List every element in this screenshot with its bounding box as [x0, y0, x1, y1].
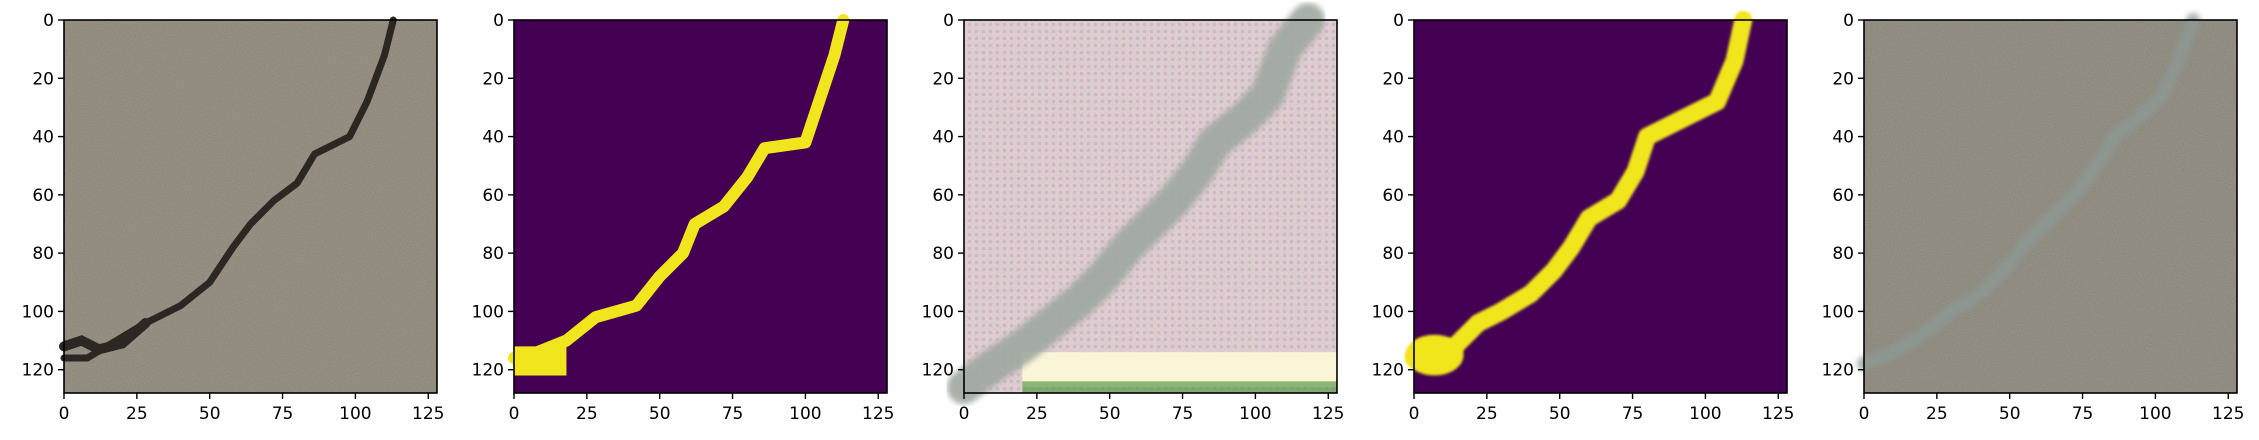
image-5 [1857, 13, 2237, 393]
y-tick-label: 120 [1372, 361, 1404, 381]
x-tick-label: 0 [1409, 404, 1420, 424]
x-tick-label: 50 [649, 404, 671, 424]
y-tick-label: 60 [482, 186, 504, 206]
x-tick-label: 0 [959, 404, 970, 424]
x-tick-label: 75 [1622, 404, 1644, 424]
crack-path [1405, 11, 1753, 367]
y-tick-label: 60 [1832, 186, 1854, 206]
crack-path [947, 3, 1325, 405]
bottom-band-edge [1022, 381, 1337, 393]
x-tick-label: 100 [1239, 404, 1271, 424]
axes-frame [63, 19, 438, 394]
x-tick-label: 50 [1549, 404, 1571, 424]
y-tick-label: 0 [1393, 11, 1404, 31]
panel-1: 0 25 50 75 100 125 0 20 40 60 80 100 120 [22, 11, 445, 424]
y-tick-label: 100 [1372, 302, 1404, 322]
crack-branch [59, 318, 151, 355]
y-tick-label: 120 [472, 361, 504, 381]
y-tick-label: 80 [1832, 244, 1854, 264]
y-tick-label: 20 [1382, 69, 1404, 89]
y-tick-label: 20 [932, 69, 954, 89]
y-tick-label: 80 [32, 244, 54, 264]
x-tick-label: 50 [1099, 404, 1121, 424]
y-tick-label: 40 [1382, 128, 1404, 148]
y-tick-label: 0 [1843, 11, 1854, 31]
x-tick-label: 25 [126, 404, 148, 424]
y-tick-label: 20 [32, 69, 54, 89]
y-tick-label: 40 [482, 128, 504, 148]
x-tick-label: 75 [1172, 404, 1194, 424]
crack-path [508, 14, 850, 364]
crack-path [1857, 13, 2201, 371]
y-tick-label: 60 [32, 186, 54, 206]
x-tick-label: 75 [2072, 404, 2094, 424]
y-tick-label: 20 [482, 69, 504, 89]
x-tick-label: 100 [2139, 404, 2171, 424]
image-2 [508, 14, 887, 393]
y-tick-label: 100 [472, 302, 504, 322]
x-tick-label: 0 [1859, 404, 1870, 424]
y-tick-label: 80 [482, 244, 504, 264]
y-tick-label: 40 [932, 128, 954, 148]
crack-end-blob [514, 346, 567, 376]
y-tick-label: 120 [22, 361, 54, 381]
x-tick-label: 125 [862, 404, 894, 424]
x-tick-label: 100 [1689, 404, 1721, 424]
y-tick-label: 80 [932, 244, 954, 264]
y-tick-label: 60 [932, 186, 954, 206]
axes-frame [1863, 19, 2238, 394]
y-tick-label: 0 [43, 11, 54, 31]
y-tick-label: 20 [1832, 69, 1854, 89]
x-tick-label: 50 [199, 404, 221, 424]
image-4 [1405, 11, 1787, 393]
axes-frame [513, 19, 888, 394]
panel-5: 0 25 50 75 100 125 0 20 40 60 80 100 120 [1822, 11, 2245, 424]
y-tick-label: 80 [1382, 244, 1404, 264]
y-tick-label: 100 [922, 302, 954, 322]
x-tick-label: 0 [509, 404, 520, 424]
x-tick-label: 25 [1926, 404, 1948, 424]
x-tick-label: 100 [789, 404, 821, 424]
x-tick-label: 50 [1999, 404, 2021, 424]
x-tick-label: 125 [1312, 404, 1344, 424]
x-tick-label: 25 [1026, 404, 1048, 424]
image-1 [59, 16, 437, 393]
x-tick-label: 25 [1476, 404, 1498, 424]
x-tick-label: 125 [412, 404, 444, 424]
image-3 [947, 3, 1337, 405]
panel-3: 0 25 50 75 100 125 0 20 40 60 80 100 120 [922, 3, 1344, 424]
panel-4: 0 25 50 75 100 125 0 20 40 60 80 100 120 [1372, 11, 1794, 424]
x-tick-label: 125 [1762, 404, 1794, 424]
y-tick-label: 60 [1382, 186, 1404, 206]
panel-2: 0 25 50 75 100 125 0 20 40 60 80 100 120 [472, 11, 895, 424]
x-tick-label: 0 [59, 404, 70, 424]
x-tick-label: 75 [722, 404, 744, 424]
y-tick-label: 0 [493, 11, 504, 31]
axes-frame [1413, 19, 1788, 394]
y-tick-label: 120 [1822, 361, 1854, 381]
x-tick-label: 100 [339, 404, 371, 424]
y-tick-label: 0 [943, 11, 954, 31]
y-tick-label: 40 [32, 128, 54, 148]
y-tick-label: 100 [1822, 302, 1854, 322]
y-tick-label: 120 [922, 361, 954, 381]
x-tick-label: 125 [2212, 404, 2244, 424]
y-tick-label: 100 [22, 302, 54, 322]
x-tick-label: 75 [272, 404, 294, 424]
x-tick-label: 25 [576, 404, 598, 424]
y-tick-label: 40 [1832, 128, 1854, 148]
axes-frame [963, 19, 1338, 394]
crack-end-blob [1405, 334, 1464, 376]
